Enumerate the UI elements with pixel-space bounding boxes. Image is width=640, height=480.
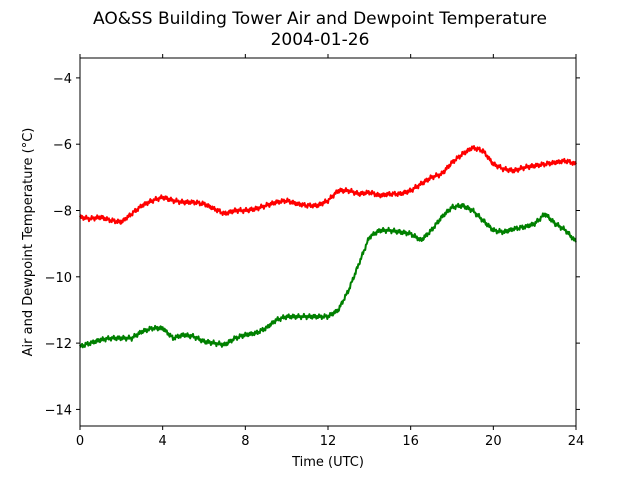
x-tick-label-4: 16 [402, 434, 419, 449]
x-tick-label-2: 8 [241, 434, 249, 449]
y-tick-label-0: −14 [45, 403, 72, 418]
y-tick-label-1: −12 [45, 337, 72, 352]
x-tick-label-1: 4 [159, 434, 167, 449]
y-tick-label-3: −8 [53, 205, 72, 220]
y-tick-label-5: −4 [53, 72, 72, 87]
x-tick-label-5: 20 [485, 434, 502, 449]
y-axis-ticks: −14 −12 −10 −8 −6 −4 [45, 72, 580, 418]
x-tick-label-3: 12 [320, 434, 337, 449]
x-axis-ticks: 0 4 8 12 16 20 24 [76, 54, 584, 449]
series-line-1 [79, 202, 577, 349]
y-tick-label-4: −6 [53, 138, 72, 153]
series-layer [79, 145, 577, 349]
x-tick-label-0: 0 [76, 434, 84, 449]
chart-title: AO&SS Building Tower Air and Dewpoint Te… [93, 9, 547, 29]
plot-frame [79, 57, 577, 427]
y-axis-label: Air and Dewpoint Temperature (°C) [21, 128, 36, 357]
chart-subtitle: 2004-01-26 [271, 30, 370, 50]
x-tick-label-6: 24 [568, 434, 585, 449]
series-line-0 [79, 145, 577, 225]
x-axis-label: Time (UTC) [291, 455, 364, 470]
y-tick-label-2: −10 [45, 271, 72, 286]
